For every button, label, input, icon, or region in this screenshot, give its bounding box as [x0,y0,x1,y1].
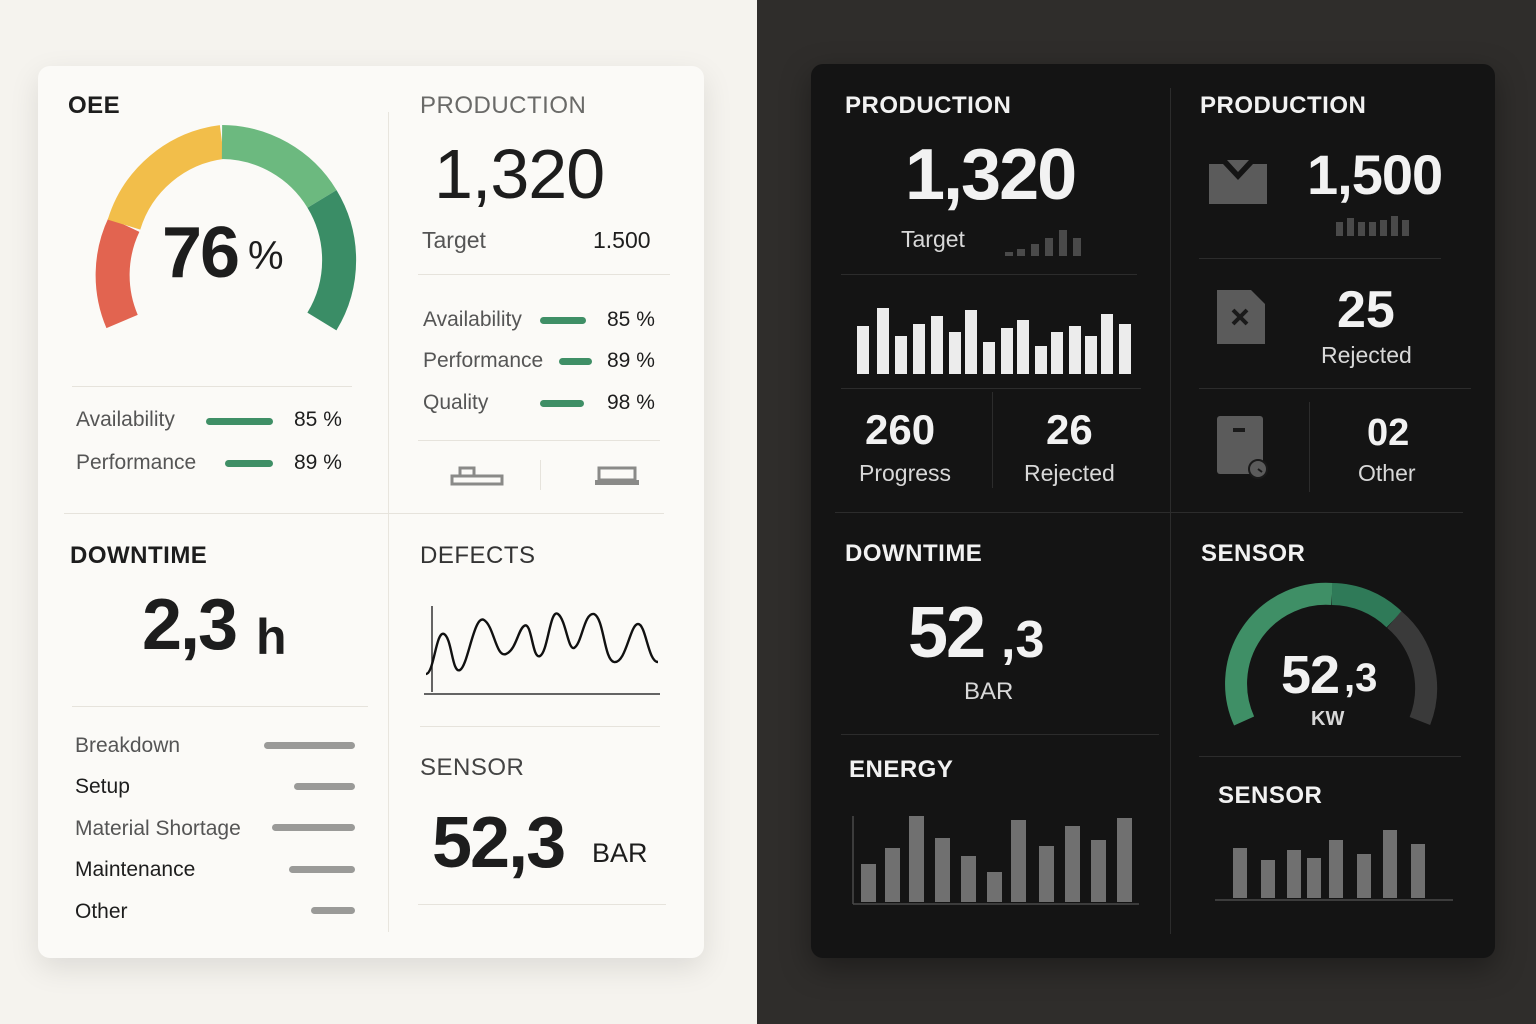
divider [1199,388,1471,389]
production-availability-bar [540,317,586,324]
machine-icon[interactable] [593,464,643,488]
oee-gauge [95,125,357,331]
divider [1199,258,1441,259]
dark-other-label: Other [1358,460,1416,486]
dark-production-target-label: Target [901,226,965,252]
oee-performance-value: 89 % [294,451,342,474]
production-quality-label: Quality [423,391,489,414]
divider [418,440,660,441]
divider [540,460,541,490]
dark-production2-title: PRODUCTION [1200,92,1367,119]
dark-downtime-title: DOWNTIME [845,540,983,567]
dark-production-bar-chart [857,308,1131,374]
downtime-reason-other: Other [75,900,128,923]
dark-production2-rejected-label: Rejected [1321,342,1412,368]
downtime-reason-breakdown: Breakdown [75,734,181,757]
sensor-title: SENSOR [420,754,525,781]
oee-performance-bar [225,460,273,467]
column-divider [1170,88,1171,934]
column-divider [388,112,389,932]
downtime-bar-setup [294,783,355,790]
downtime-bar-material-shortage [272,824,355,831]
divider [72,386,352,387]
defects-line-chart [424,606,660,695]
production-performance-value: 89 % [607,349,655,372]
production-performance-label: Performance [423,349,544,372]
production-title: PRODUCTION [420,92,587,119]
dark-sensor-gauge-value-main: 52 [1281,645,1340,705]
light-dashboard-card: OEE 76 % Availability 85 % Performance 8… [38,66,704,958]
divider [992,392,993,488]
production-target-label: Target [422,227,486,253]
dark-sensor-gauge [1225,582,1438,726]
oee-unit: % [248,234,284,278]
dark-sensor-gauge-unit: KW [1311,708,1345,730]
divider [1309,402,1310,492]
downtime-title: DOWNTIME [70,542,208,569]
oee-availability-bar [206,418,273,425]
oee-title: OEE [68,92,121,119]
dark-production2-sparkbars [1336,216,1409,236]
dark-downtime-unit: BAR [964,678,1014,705]
dark-sensor-bars-title: SENSOR [1218,782,1323,809]
divider [420,726,660,727]
dark-rejected-value: 26 [1046,406,1093,453]
downtime-reason-setup: Setup [75,775,130,798]
downtime-bar-maintenance [289,866,355,873]
downtime-value: 2,3 [142,585,238,665]
divider [841,734,1159,735]
divider [841,274,1137,275]
energy-title: ENERGY [849,756,954,783]
divider [418,274,670,275]
sensor-unit: BAR [592,838,648,868]
oee-availability-label: Availability [76,408,175,431]
reject-file-icon[interactable] [1217,290,1265,344]
divider [841,388,1141,389]
dark-rejected-label: Rejected [1024,460,1115,486]
inbox-icon[interactable] [1209,160,1267,204]
production-value: 1,320 [434,135,605,213]
dark-downtime-value-decimal: ,3 [1001,611,1045,669]
energy-bar-chart [852,816,1139,905]
sensor-value: 52,3 [432,803,566,883]
production-quality-bar [540,400,584,407]
divider [1199,756,1461,757]
bin-icon[interactable] [1215,414,1269,484]
section-divider [64,513,664,514]
dark-downtime-value-main: 52 [908,593,986,673]
dark-production-title: PRODUCTION [845,92,1012,119]
oee-performance-label: Performance [76,451,197,474]
dark-production2-value: 1,500 [1307,143,1443,206]
production-availability-value: 85 % [607,308,655,331]
dark-progress-value: 260 [865,406,936,453]
downtime-reason-maintenance: Maintenance [75,858,196,881]
dark-production2-rejected-value: 25 [1337,281,1395,339]
production-quality-value: 98 % [607,391,655,414]
downtime-bar-other [311,907,355,914]
oee-value: 76 [162,213,240,293]
dark-sensor-gauge-title: SENSOR [1201,540,1306,567]
dark-dashboard-card: PRODUCTION 1,320 Target 260 Progress 26 … [811,64,1495,958]
conveyor-icon[interactable] [450,464,506,488]
dark-sensor-bar-chart [1215,830,1453,901]
production-target-value: 1.500 [593,227,651,253]
downtime-unit: h [256,609,287,665]
section-divider [835,512,1463,513]
dark-other-value: 02 [1367,412,1410,454]
defects-title: DEFECTS [420,542,536,569]
downtime-bar-breakdown [264,742,355,749]
dark-production-value: 1,320 [905,135,1077,215]
production-performance-bar [559,358,592,365]
divider [72,706,368,707]
dark-target-sparkbars [1005,230,1081,256]
production-availability-label: Availability [423,308,522,331]
divider [418,904,666,905]
dark-progress-label: Progress [859,460,952,486]
oee-availability-value: 85 % [294,408,342,431]
dark-sensor-gauge-value-decimal: ,3 [1344,656,1378,700]
downtime-reason-material-shortage: Material Shortage [75,817,241,840]
